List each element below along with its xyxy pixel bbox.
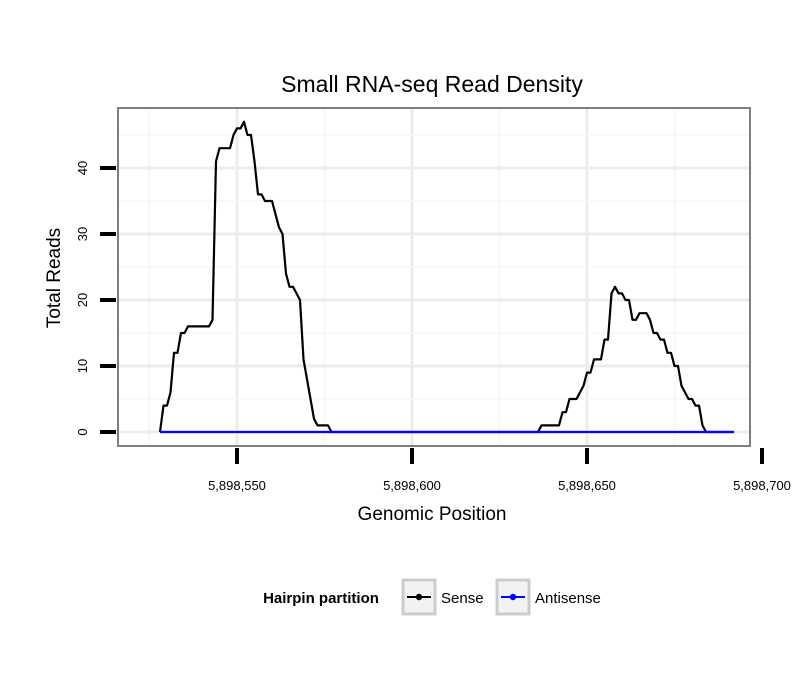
- y-tick-label: 20: [75, 293, 90, 307]
- y-tick-label: 40: [75, 161, 90, 175]
- legend-label-sense: Sense: [441, 590, 484, 607]
- chart-title: Small RNA-seq Read Density: [281, 71, 583, 97]
- x-tick-label: 5,898,600: [383, 478, 441, 493]
- series-lines: [158, 120, 734, 434]
- legend: Hairpin partition Sense Antisense: [263, 578, 601, 616]
- legend-title: Hairpin partition: [263, 590, 379, 607]
- y-axis-title: Total Reads: [44, 228, 65, 328]
- x-tick-label: 5,898,550: [208, 478, 266, 493]
- x-axis-title: Genomic Position: [358, 504, 507, 525]
- plot-panel: [117, 107, 751, 447]
- y-tick-label: 10: [75, 359, 90, 373]
- legend-key-point-sense: [415, 593, 423, 601]
- axis-ticks: 5,898,550 5,898,600 5,898,650 5,898,700 0 10 2…: [75, 161, 791, 493]
- legend-label-antisense: Antisense: [535, 590, 601, 607]
- legend-key-point-antisense: [509, 593, 517, 601]
- y-tick-label: 0: [75, 428, 90, 435]
- x-tick-label: 5,898,700: [733, 478, 791, 493]
- y-tick-label: 30: [75, 227, 90, 241]
- x-tick-label: 5,898,650: [558, 478, 616, 493]
